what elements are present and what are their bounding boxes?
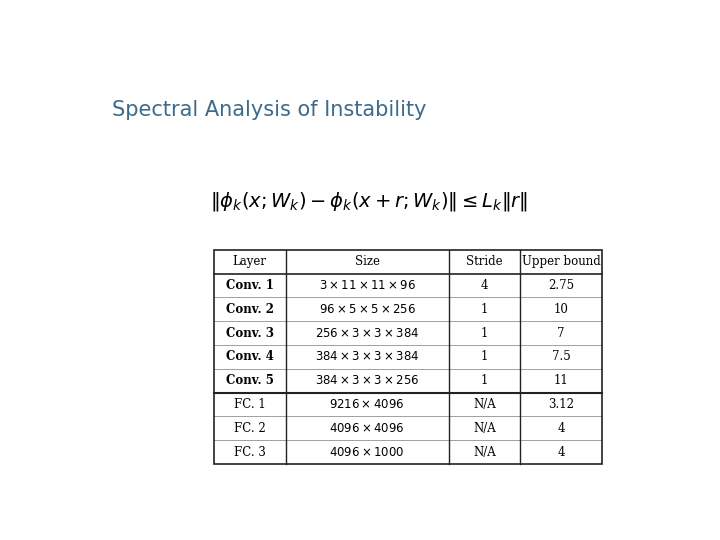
Text: 1: 1 — [481, 327, 488, 340]
Text: 4: 4 — [557, 446, 564, 458]
Text: 10: 10 — [554, 303, 568, 316]
Text: 7.5: 7.5 — [552, 350, 570, 363]
Text: 3.12: 3.12 — [548, 398, 574, 411]
Text: $3 \times 11 \times 11 \times 96$: $3 \times 11 \times 11 \times 96$ — [319, 279, 415, 292]
Text: 4: 4 — [481, 279, 488, 292]
Text: 2.75: 2.75 — [548, 279, 574, 292]
Text: $4096 \times 1000$: $4096 \times 1000$ — [329, 446, 405, 458]
Text: 1: 1 — [481, 374, 488, 387]
Text: $9216 \times 4096$: $9216 \times 4096$ — [330, 398, 405, 411]
Text: $384 \times 3 \times 3 \times 384$: $384 \times 3 \times 3 \times 384$ — [315, 350, 419, 363]
Text: N/A: N/A — [473, 398, 496, 411]
Text: $\|\phi_k(x;W_k) - \phi_k(x+r;W_k)\| \leq L_k\|r\|$: $\|\phi_k(x;W_k) - \phi_k(x+r;W_k)\| \le… — [210, 190, 528, 213]
Text: Conv. 4: Conv. 4 — [226, 350, 274, 363]
Text: N/A: N/A — [473, 446, 496, 458]
Text: N/A: N/A — [473, 422, 496, 435]
Text: 1: 1 — [481, 350, 488, 363]
Text: $384 \times 3 \times 3 \times 256$: $384 \times 3 \times 3 \times 256$ — [315, 374, 419, 387]
Text: Conv. 3: Conv. 3 — [226, 327, 274, 340]
Text: 4: 4 — [557, 422, 564, 435]
Text: FC. 3: FC. 3 — [234, 446, 266, 458]
Text: 11: 11 — [554, 374, 568, 387]
Text: FC. 1: FC. 1 — [234, 398, 266, 411]
Text: 7: 7 — [557, 327, 564, 340]
Text: Stride: Stride — [466, 255, 503, 268]
Text: Layer: Layer — [233, 255, 266, 268]
Text: Conv. 2: Conv. 2 — [226, 303, 274, 316]
Text: Spectral Analysis of Instability: Spectral Analysis of Instability — [112, 100, 427, 120]
Text: $96 \times 5 \times 5 \times 256$: $96 \times 5 \times 5 \times 256$ — [319, 303, 415, 316]
Text: Upper bound: Upper bound — [521, 255, 600, 268]
Text: 1: 1 — [481, 303, 488, 316]
Text: Conv. 1: Conv. 1 — [226, 279, 274, 292]
Text: FC. 2: FC. 2 — [234, 422, 266, 435]
Text: $256 \times 3 \times 3 \times 384$: $256 \times 3 \times 3 \times 384$ — [315, 327, 419, 340]
Text: Conv. 5: Conv. 5 — [226, 374, 274, 387]
Text: $4096 \times 4096$: $4096 \times 4096$ — [329, 422, 405, 435]
Text: Size: Size — [354, 255, 379, 268]
